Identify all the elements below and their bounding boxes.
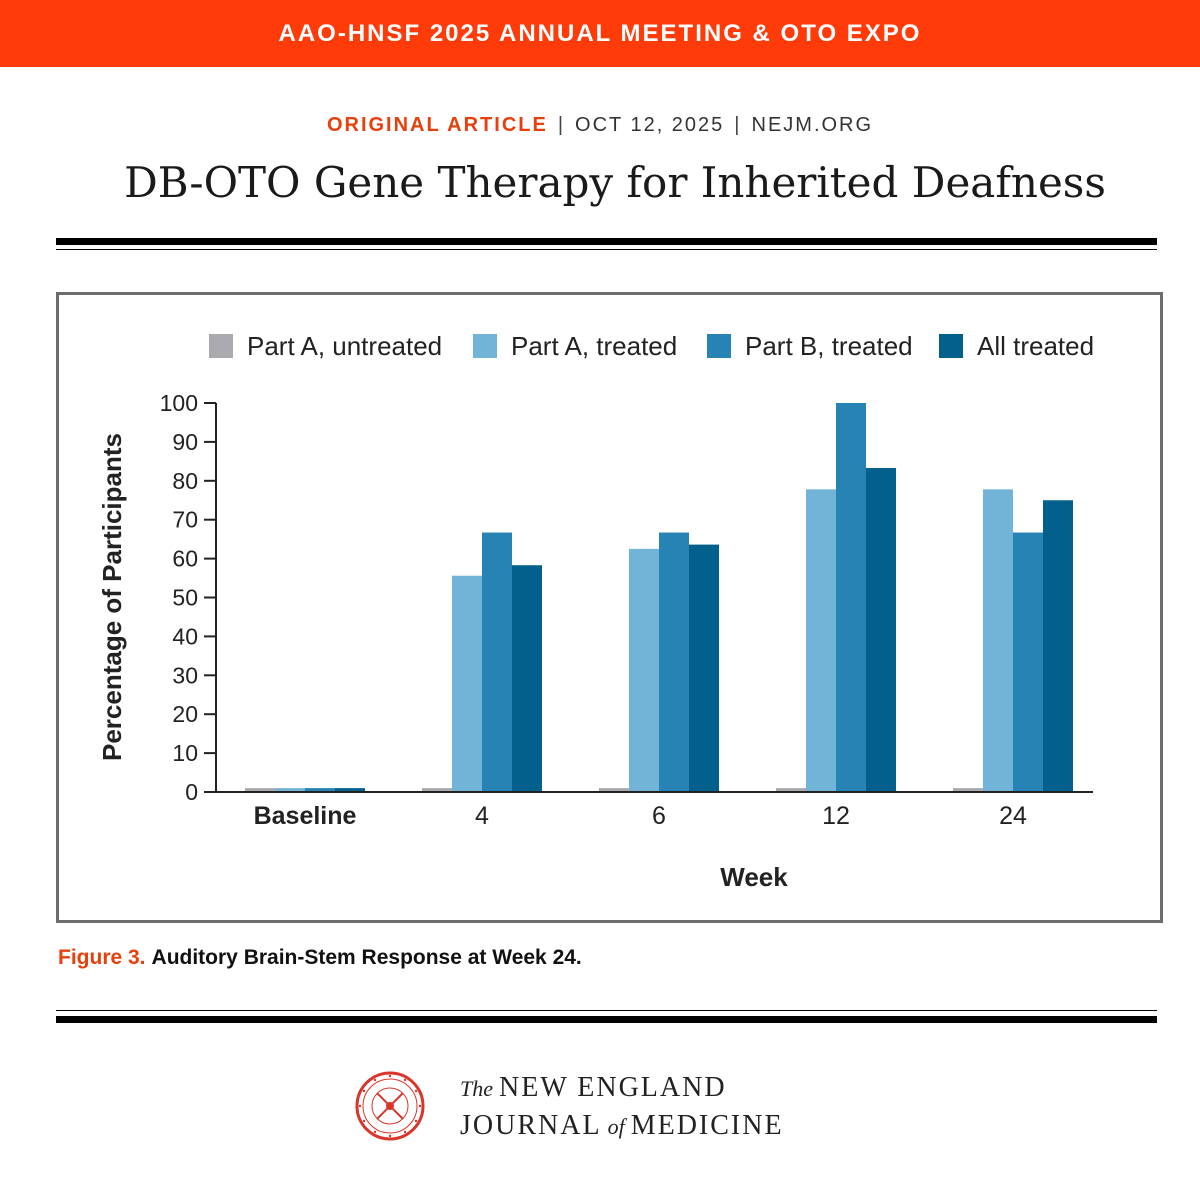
footer-rule-thin	[56, 1010, 1157, 1011]
figure-caption: Figure 3. Auditory Brain-Stem Response at…	[58, 946, 582, 970]
bar	[983, 489, 1013, 792]
chart-frame: Part A, untreated Part A, treated Part B, …	[56, 292, 1163, 923]
y-tick-label: 80	[172, 468, 198, 494]
article-title: DB-OTO Gene Therapy for Inherited Deafne…	[124, 158, 1106, 207]
bar	[305, 788, 335, 792]
bar	[512, 565, 542, 792]
bar	[422, 788, 452, 792]
y-tick-label: 0	[185, 779, 198, 805]
x-axis-label: Week	[720, 862, 788, 892]
journal-logo: The NEW ENGLAND JOURNAL of MEDICINE	[355, 1065, 875, 1150]
bar	[866, 467, 896, 792]
journal-medicine: MEDICINE	[630, 1110, 784, 1141]
x-tick-label: 24	[999, 802, 1027, 830]
y-tick-label: 20	[172, 701, 198, 727]
bar	[275, 788, 305, 792]
legend-swatch	[939, 334, 963, 358]
article-meta: ORIGINAL ARTICLE | OCT 12, 2025 | NEJM.ORG	[0, 114, 1200, 137]
bar	[482, 532, 512, 792]
legend-label: All treated	[977, 331, 1094, 361]
banner-text: AAO-HNSF 2025 ANNUAL MEETING & OTO EXPO	[278, 19, 922, 47]
y-tick-label: 50	[172, 585, 198, 611]
x-tick-label: 4	[475, 802, 489, 830]
bar	[953, 788, 983, 792]
figure-caption-text: Auditory Brain-Stem Response at Week 24.	[151, 946, 582, 969]
bar	[1013, 532, 1043, 792]
footer-rule-thick	[56, 1016, 1157, 1023]
y-tick-label: 30	[172, 662, 198, 688]
bar	[776, 788, 806, 792]
meta-separator: |	[557, 114, 566, 136]
nejm-seal-icon	[355, 1071, 425, 1141]
y-tick-label: 10	[172, 740, 198, 766]
y-tick-label: 90	[172, 429, 198, 455]
legend-swatch	[473, 334, 497, 358]
bar	[806, 489, 836, 792]
meta-separator: |	[734, 114, 742, 136]
bar	[452, 575, 482, 792]
article-site: NEJM.ORG	[751, 114, 874, 136]
y-tick-label: 40	[172, 623, 198, 649]
y-tick-label: 100	[160, 390, 198, 416]
figure-label: Figure 3.	[58, 946, 146, 969]
title-rule-thick	[56, 238, 1157, 245]
x-tick-label: 6	[652, 802, 666, 830]
conference-banner: AAO-HNSF 2025 ANNUAL MEETING & OTO EXPO	[0, 0, 1200, 67]
legend-label: Part B, treated	[745, 331, 913, 361]
x-tick-label: 12	[822, 802, 850, 830]
legend-label: Part A, treated	[511, 331, 677, 361]
journal-line1: NEW ENGLAND	[499, 1072, 727, 1103]
bar	[689, 544, 719, 792]
y-axis-label: Percentage of Participants	[97, 433, 127, 761]
bar-chart: Part A, untreated Part A, treated Part B, …	[97, 331, 1094, 892]
bar	[599, 788, 629, 792]
bar	[1043, 500, 1073, 792]
y-tick-label: 70	[172, 507, 198, 533]
title-rule-thin	[56, 249, 1157, 250]
journal-of: of	[607, 1114, 625, 1139]
bar	[629, 548, 659, 792]
article-date: OCT 12, 2025	[575, 114, 725, 136]
x-tick-label: Baseline	[254, 802, 357, 830]
journal-the: The	[460, 1076, 493, 1101]
bar	[659, 532, 689, 792]
y-tick-label: 60	[172, 546, 198, 572]
legend-swatch	[209, 334, 233, 358]
journal-name: The NEW ENGLAND JOURNAL of MEDICINE	[460, 1071, 784, 1147]
legend-label: Part A, untreated	[247, 331, 442, 361]
bar	[245, 788, 275, 792]
article-type: ORIGINAL ARTICLE	[326, 114, 548, 136]
legend-swatch	[707, 334, 731, 358]
journal-word: JOURNAL	[460, 1110, 602, 1141]
bar	[836, 403, 866, 792]
bar	[335, 788, 365, 792]
